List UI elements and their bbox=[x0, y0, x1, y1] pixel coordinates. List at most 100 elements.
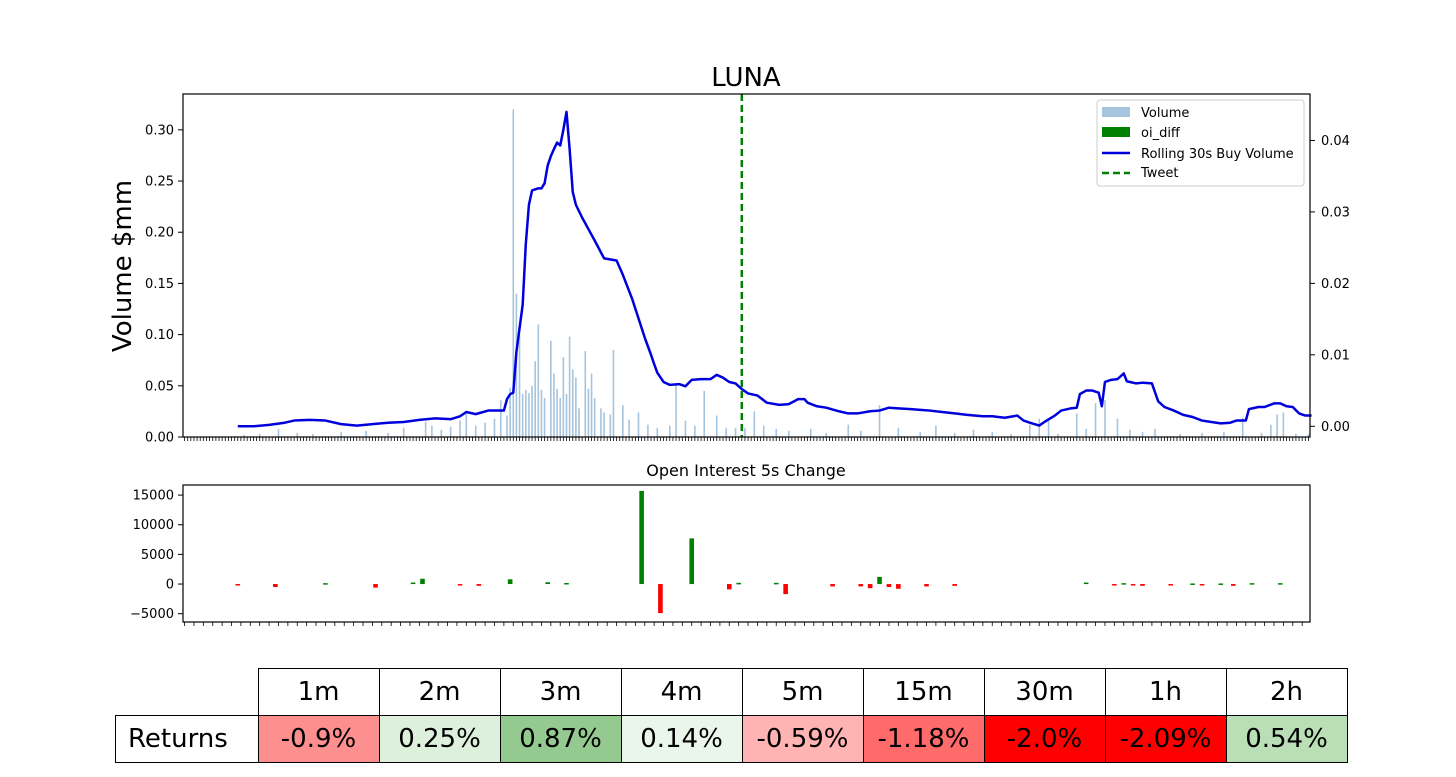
volume-bar bbox=[656, 427, 659, 437]
y-axis-ticks: 0.00 0.05 0.10 0.15 0.20 0.25 0.30 bbox=[145, 123, 183, 446]
return-cell: -1.18% bbox=[862, 715, 985, 763]
volume-bar bbox=[365, 430, 367, 437]
volume-bar bbox=[449, 426, 452, 437]
column-header: 30m bbox=[983, 668, 1106, 716]
oi-x-axis-ticks bbox=[184, 622, 1303, 626]
volume-bar bbox=[919, 431, 922, 437]
oi-y-tick-label: −5000 bbox=[130, 607, 174, 622]
oi-diff-bar bbox=[273, 584, 278, 588]
volume-bar bbox=[1276, 414, 1278, 437]
oi-diff-bar bbox=[1112, 584, 1117, 586]
returns-table: 1m 2m 3m 4m 5m 15m 30m 1h 2h Returns -0.… bbox=[115, 668, 1348, 763]
volume-bar bbox=[593, 398, 596, 437]
plot-area bbox=[182, 93, 1311, 438]
volume-bar bbox=[734, 427, 737, 437]
volume-bar bbox=[590, 373, 593, 437]
volume-chart: LUNA Volume $mm 0.00 0.05 0.10 0.15 0.20 0.25… bbox=[108, 63, 1350, 446]
volume-bar bbox=[1295, 433, 1297, 437]
volume-bar bbox=[312, 433, 314, 437]
return-cell: 0.25% bbox=[378, 715, 501, 763]
returns-header-row: 1m 2m 3m 4m 5m 15m 30m 1h 2h bbox=[116, 668, 1348, 716]
volume-bar bbox=[1085, 428, 1087, 437]
oi-diff-bar bbox=[736, 582, 741, 585]
column-header: 2h bbox=[1225, 668, 1348, 716]
volume-bar bbox=[459, 420, 461, 437]
column-header: 4m bbox=[620, 668, 743, 716]
volume-bar bbox=[499, 400, 502, 437]
oi-diff-bar bbox=[1277, 583, 1283, 585]
y-tick-label: 0.25 bbox=[145, 175, 174, 190]
volume-bar bbox=[553, 373, 555, 437]
legend-box bbox=[1096, 99, 1305, 187]
oi-diff-bar bbox=[1083, 582, 1089, 585]
oi-diff-bar bbox=[952, 584, 957, 586]
oi-diff-bar bbox=[858, 584, 864, 587]
column-header: 2m bbox=[378, 668, 501, 716]
y-tick-label: 0.20 bbox=[145, 226, 174, 241]
volume-bar bbox=[628, 419, 630, 437]
rolling-buy-volume-series bbox=[237, 110, 1312, 428]
volume-bar bbox=[809, 428, 812, 437]
volume-bar bbox=[1154, 428, 1156, 437]
y-axis-label: Volume $mm bbox=[108, 180, 138, 352]
volume-bar bbox=[556, 388, 558, 437]
volume-bar bbox=[775, 428, 778, 437]
volume-bar bbox=[512, 109, 515, 438]
oi-diff-bar bbox=[1121, 583, 1127, 585]
volume-bar bbox=[518, 334, 521, 437]
y-tick-label: 0.15 bbox=[145, 277, 174, 292]
volume-bar bbox=[387, 432, 389, 437]
y2-tick-label: 0.00 bbox=[1321, 420, 1350, 435]
volume-bar bbox=[540, 389, 543, 437]
volume-bar bbox=[1057, 433, 1059, 437]
volume-bar bbox=[897, 427, 900, 437]
column-header: 1h bbox=[1104, 668, 1227, 716]
volume-bar bbox=[440, 429, 443, 437]
oi-diff-bar bbox=[235, 584, 241, 586]
oi-plot-area bbox=[182, 484, 1311, 623]
return-cell: 0.87% bbox=[499, 715, 622, 763]
volume-bar bbox=[603, 412, 605, 437]
volume-bar bbox=[1038, 418, 1041, 437]
volume-bar bbox=[972, 429, 975, 437]
oi-diff-bar bbox=[658, 584, 663, 614]
oi-y-tick-label: 15000 bbox=[133, 489, 174, 504]
y-tick-label: 0.00 bbox=[145, 431, 174, 446]
volume-bar bbox=[935, 425, 937, 437]
volume-bar bbox=[528, 392, 530, 437]
volume-bar bbox=[609, 414, 612, 437]
volume-bar bbox=[568, 336, 571, 437]
oi-diff-bar bbox=[896, 584, 901, 589]
volume-bar bbox=[521, 394, 524, 437]
oi-y-tick-label: 0 bbox=[166, 578, 174, 593]
volume-bar bbox=[575, 377, 577, 437]
oi-y-axis-ticks: 15000 10000 5000 0 −5000 bbox=[130, 489, 183, 622]
rolling-buy-volume-line bbox=[237, 110, 1312, 428]
volume-bar bbox=[525, 389, 527, 437]
volume-bar bbox=[424, 421, 427, 437]
volume-bar bbox=[1047, 420, 1050, 437]
oi-diff-bar bbox=[877, 576, 882, 585]
oi-diff-bar bbox=[1168, 584, 1173, 586]
volume-bar bbox=[762, 425, 765, 437]
return-cell: -2.09% bbox=[1104, 715, 1227, 763]
volume-bar bbox=[243, 434, 245, 437]
volume-bar bbox=[1116, 418, 1119, 437]
oi-diff-bar bbox=[323, 583, 328, 585]
returns-row: Returns -0.9% 0.25% 0.87% 0.14% -0.59% -… bbox=[115, 715, 1348, 763]
volume-bar bbox=[1029, 424, 1031, 437]
volume-bar bbox=[578, 408, 580, 437]
volume-bar bbox=[534, 361, 536, 437]
oi-diff-bar bbox=[639, 490, 644, 585]
oi-diff-bar bbox=[1190, 583, 1195, 585]
volume-bar bbox=[684, 420, 687, 437]
volume-bar bbox=[612, 349, 615, 437]
oi-diff-bar bbox=[545, 582, 551, 585]
volume-bar bbox=[675, 383, 677, 437]
volume-bar bbox=[600, 408, 602, 437]
legend-swatch-volume bbox=[1102, 107, 1130, 117]
oi-diff-bar bbox=[886, 584, 892, 588]
y2-tick-label: 0.02 bbox=[1321, 277, 1350, 292]
volume-bar bbox=[878, 405, 881, 437]
